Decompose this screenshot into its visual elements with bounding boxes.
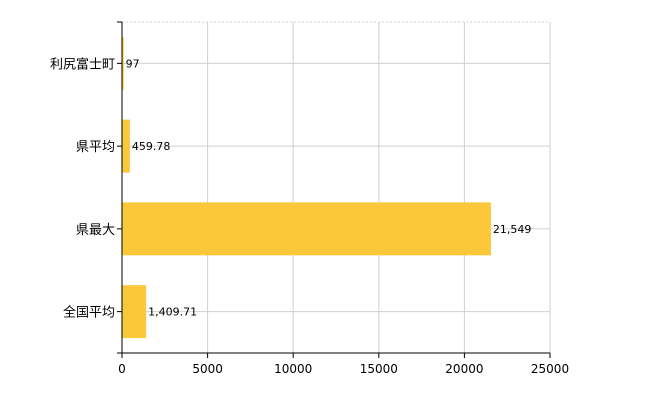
data-label: 21,549 xyxy=(493,223,532,236)
x-tick-label: 20000 xyxy=(445,362,483,376)
bar xyxy=(122,119,130,173)
bar xyxy=(122,36,124,90)
gridlines xyxy=(122,21,551,354)
x-tick-label: 15000 xyxy=(360,362,398,376)
bars xyxy=(122,36,491,339)
category-label: 利尻富士町 xyxy=(50,56,115,72)
x-tick-label: 5000 xyxy=(192,362,223,376)
x-tick-label: 25000 xyxy=(531,362,569,376)
category-label: 県平均 xyxy=(76,140,115,155)
bar xyxy=(122,202,491,256)
labels: 0 5000 10000 15000 20000 25000 利尻富士町 97 県平均 459.7… xyxy=(50,56,569,376)
category-label: 全国平均 xyxy=(63,305,115,321)
bar xyxy=(122,285,147,339)
x-tick-label: 0 xyxy=(118,362,126,376)
category-label: 県最大 xyxy=(76,223,115,238)
data-label: 97 xyxy=(126,57,140,70)
data-label: 459.78 xyxy=(132,140,171,153)
axes xyxy=(117,21,551,358)
x-tick-label: 10000 xyxy=(274,362,312,376)
data-label: 1,409.71 xyxy=(148,306,197,319)
